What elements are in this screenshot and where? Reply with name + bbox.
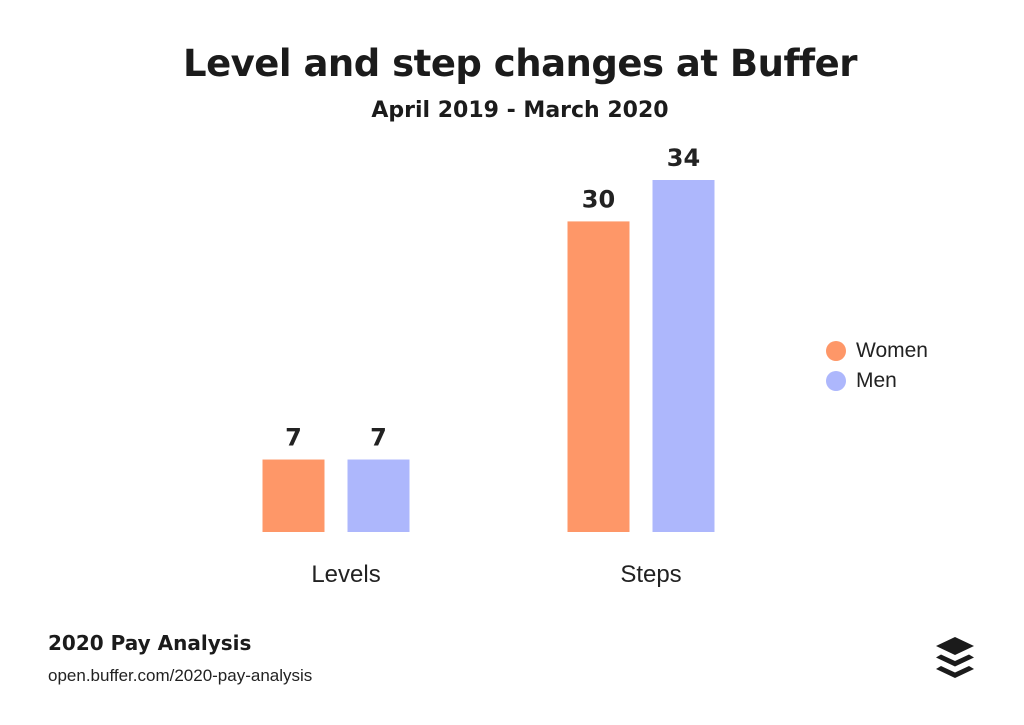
x-tick-label-levels: Levels [311, 561, 380, 588]
buffer-logo-icon [936, 637, 974, 678]
data-label-steps-women: 30 [582, 185, 615, 213]
bar-levels-women [262, 459, 325, 532]
legend-item-men: Men [826, 366, 928, 396]
bar-levels-men [347, 459, 410, 532]
legend-item-women: Women [826, 336, 928, 366]
footer-title: 2020 Pay Analysis [48, 631, 252, 655]
chart-subtitle: April 2019 - March 2020 [371, 98, 669, 123]
bar-steps-women [567, 221, 630, 533]
footer-url[interactable]: open.buffer.com/2020-pay-analysis [48, 666, 313, 685]
legend-swatch-women [826, 341, 846, 361]
chart-title: Level and step changes at Buffer [183, 42, 857, 85]
data-label-steps-men: 34 [667, 144, 700, 172]
legend-label-men: Men [856, 369, 897, 392]
bar-steps-men [652, 180, 715, 532]
data-label-levels-men: 7 [370, 424, 387, 452]
x-tick-label-steps: Steps [620, 561, 681, 588]
data-label-levels-women: 7 [285, 424, 302, 452]
legend: Women Men [826, 336, 928, 396]
legend-label-women: Women [856, 339, 928, 362]
legend-swatch-men [826, 371, 846, 391]
